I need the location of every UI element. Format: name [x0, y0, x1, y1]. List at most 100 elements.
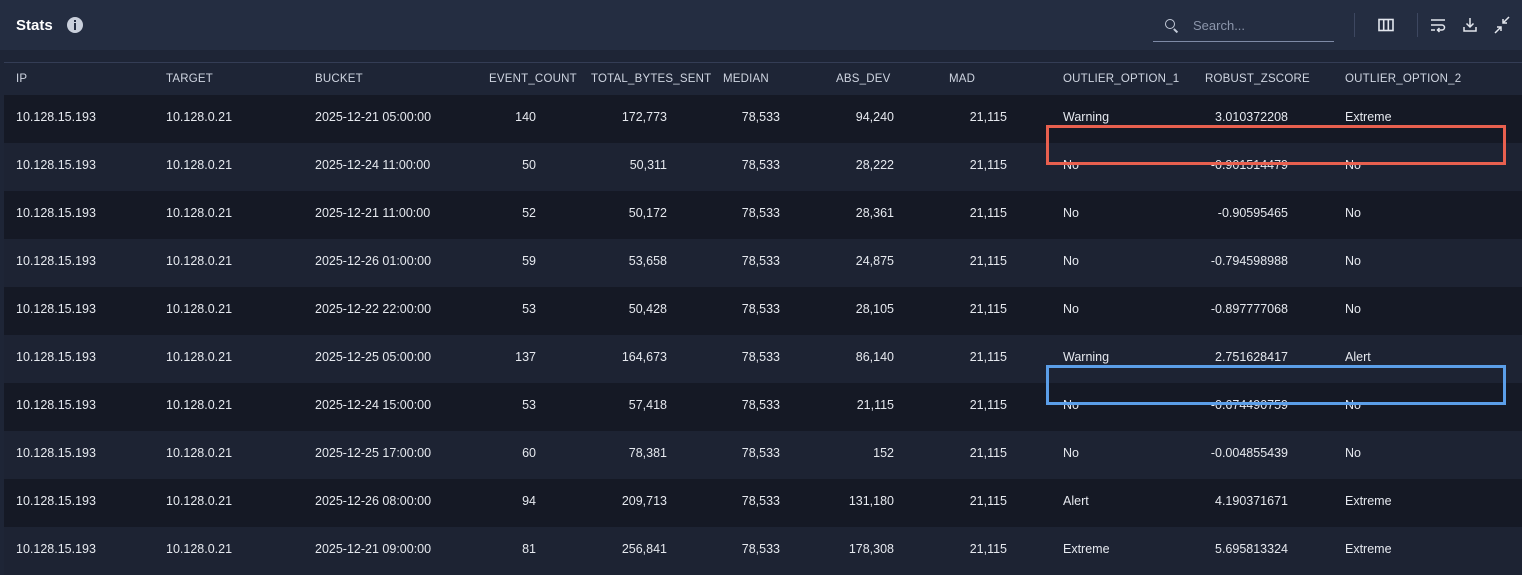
- cell-event-count: 94: [522, 494, 536, 508]
- cell-abs-dev: 86,140: [855, 350, 894, 364]
- cell-total-bytes-sent: 57,418: [628, 398, 667, 412]
- wrap-text-button[interactable]: [1428, 14, 1448, 36]
- cell-target: 10.128.0.21: [166, 110, 233, 124]
- cell-abs-dev: 28,222: [855, 158, 894, 172]
- search-input[interactable]: [1193, 18, 1333, 33]
- column-header-target[interactable]: TARGET: [166, 73, 213, 85]
- search-icon: [1165, 18, 1179, 33]
- cell-outlier-option-1: Alert: [1063, 494, 1089, 508]
- table-row[interactable]: 10.128.15.193 10.128.0.21 2025-12-25 17:00…: [4, 431, 1522, 479]
- cell-outlier-option-1: No: [1063, 206, 1079, 220]
- cell-total-bytes-sent: 50,311: [629, 158, 667, 172]
- cell-total-bytes-sent: 209,713: [621, 494, 667, 508]
- table-row[interactable]: 10.128.15.193 10.128.0.21 2025-12-21 05:00…: [4, 95, 1522, 143]
- column-header-event-count[interactable]: EVENT_COUNT: [489, 73, 577, 85]
- cell-outlier-option-1: No: [1063, 302, 1079, 316]
- download-icon: [1463, 18, 1477, 32]
- cell-event-count: 60: [522, 446, 536, 460]
- cell-ip: 10.128.15.193: [16, 494, 96, 508]
- cell-ip: 10.128.15.193: [16, 446, 96, 460]
- table-row[interactable]: 10.128.15.193 10.128.0.21 2025-12-24 15:00…: [4, 383, 1522, 431]
- toolbar-divider: [1417, 13, 1418, 37]
- cell-target: 10.128.0.21: [166, 398, 233, 412]
- cell-abs-dev: 178,308: [848, 542, 894, 556]
- column-header-outlier-option-2[interactable]: OUTLIER_OPTION_2: [1345, 73, 1462, 85]
- cell-median: 78,533: [741, 110, 780, 124]
- cell-median: 78,533: [741, 302, 780, 316]
- cell-total-bytes-sent: 172,773: [621, 110, 667, 124]
- table-row[interactable]: 10.128.15.193 10.128.0.21 2025-12-21 11:00…: [4, 191, 1522, 239]
- column-header-median[interactable]: MEDIAN: [723, 73, 769, 85]
- cell-event-count: 53: [522, 302, 536, 316]
- cell-bucket: 2025-12-21 11:00:00: [315, 206, 431, 220]
- cell-bucket: 2025-12-24 15:00:00: [315, 398, 432, 412]
- cell-outlier-option-1: No: [1063, 398, 1079, 412]
- cell-mad: 21,115: [969, 206, 1007, 220]
- cell-outlier-option-1: No: [1063, 254, 1079, 268]
- table-row[interactable]: 10.128.15.193 10.128.0.21 2025-12-22 22:00…: [4, 287, 1522, 335]
- table-header: IP TARGET BUCKET EVENT_COUNT TOTAL_BYTES…: [4, 63, 1522, 95]
- table-row[interactable]: 10.128.15.193 10.128.0.21 2025-12-24 11:00…: [4, 143, 1522, 191]
- cell-ip: 10.128.15.193: [16, 254, 96, 268]
- cell-outlier-option-2: No: [1345, 302, 1361, 316]
- cell-event-count: 52: [522, 206, 536, 220]
- cell-bucket: 2025-12-24 11:00:00: [315, 158, 431, 172]
- table-row[interactable]: 10.128.15.193 10.128.0.21 2025-12-25 05:00…: [4, 335, 1522, 383]
- cell-robust-zscore: -0.90595465: [1217, 206, 1288, 220]
- column-header-ip[interactable]: IP: [16, 73, 28, 85]
- info-icon[interactable]: [66, 17, 83, 33]
- cell-robust-zscore: 3.010372208: [1215, 110, 1288, 124]
- cell-bucket: 2025-12-21 09:00:00: [315, 542, 432, 556]
- cell-mad: 21,115: [969, 446, 1007, 460]
- cell-robust-zscore: -0.901514479: [1210, 158, 1288, 172]
- column-header-total-bytes-sent[interactable]: TOTAL_BYTES_SENT: [591, 73, 712, 85]
- cell-bucket: 2025-12-25 17:00:00: [315, 446, 432, 460]
- cell-mad: 21,115: [969, 494, 1007, 508]
- cell-target: 10.128.0.21: [166, 206, 233, 220]
- column-header-robust-zscore[interactable]: ROBUST_ZSCORE: [1205, 73, 1310, 85]
- cell-target: 10.128.0.21: [166, 542, 233, 556]
- cell-event-count: 140: [515, 110, 536, 124]
- table-row[interactable]: 10.128.15.193 10.128.0.21 2025-12-26 08:00…: [4, 479, 1522, 527]
- column-header-bucket[interactable]: BUCKET: [315, 73, 363, 85]
- cell-median: 78,533: [741, 398, 780, 412]
- cell-median: 78,533: [741, 446, 780, 460]
- cell-median: 78,533: [741, 542, 780, 556]
- cell-total-bytes-sent: 78,381: [628, 446, 667, 460]
- toolbar-divider: [1354, 13, 1355, 37]
- cell-abs-dev: 152: [873, 446, 894, 460]
- search-box[interactable]: [1153, 10, 1334, 42]
- cell-median: 78,533: [741, 254, 780, 268]
- cell-ip: 10.128.15.193: [16, 350, 96, 364]
- cell-outlier-option-2: Alert: [1345, 350, 1371, 364]
- cell-outlier-option-2: No: [1345, 398, 1361, 412]
- cell-abs-dev: 28,361: [855, 206, 894, 220]
- cell-event-count: 50: [522, 158, 536, 172]
- column-header-outlier-option-1[interactable]: OUTLIER_OPTION_1: [1063, 73, 1180, 85]
- cell-outlier-option-1: Warning: [1063, 110, 1110, 124]
- cell-outlier-option-1: Extreme: [1063, 542, 1110, 556]
- cell-outlier-option-1: Warning: [1063, 350, 1110, 364]
- columns-button[interactable]: [1377, 14, 1397, 36]
- table-row[interactable]: 10.128.15.193 10.128.0.21 2025-12-21 09:00…: [4, 527, 1522, 575]
- cell-robust-zscore: 2.751628417: [1215, 350, 1288, 364]
- cell-event-count: 81: [522, 542, 536, 556]
- cell-outlier-option-2: No: [1345, 158, 1361, 172]
- download-button[interactable]: [1460, 14, 1480, 36]
- cell-ip: 10.128.15.193: [16, 542, 96, 556]
- cell-robust-zscore: -0.004855439: [1210, 446, 1288, 460]
- column-header-abs-dev[interactable]: ABS_DEV: [836, 73, 891, 85]
- cell-ip: 10.128.15.193: [16, 206, 96, 220]
- cell-mad: 21,115: [969, 254, 1007, 268]
- cell-target: 10.128.0.21: [166, 494, 233, 508]
- collapse-button[interactable]: [1492, 14, 1512, 36]
- cell-median: 78,533: [741, 494, 780, 508]
- cell-target: 10.128.0.21: [166, 158, 233, 172]
- cell-robust-zscore: 4.190371671: [1215, 494, 1288, 508]
- column-header-mad[interactable]: MAD: [949, 73, 976, 85]
- table-row[interactable]: 10.128.15.193 10.128.0.21 2025-12-26 01:00…: [4, 239, 1522, 287]
- cell-outlier-option-1: No: [1063, 158, 1079, 172]
- table-body: 10.128.15.193 10.128.0.21 2025-12-21 05:00…: [4, 95, 1522, 575]
- cell-bucket: 2025-12-22 22:00:00: [315, 302, 432, 316]
- wrap-text-icon: [1431, 19, 1446, 33]
